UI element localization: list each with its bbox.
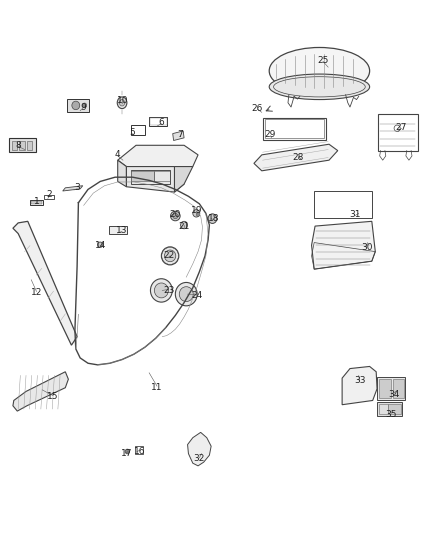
Text: 26: 26 (252, 103, 263, 112)
Bar (389, 403, 401, 414)
Text: 32: 32 (194, 455, 205, 463)
Polygon shape (118, 160, 127, 187)
Bar (131, 170, 170, 183)
Ellipse shape (180, 221, 187, 229)
Polygon shape (127, 166, 184, 192)
Text: 19: 19 (191, 206, 202, 215)
Bar (377, 376, 406, 400)
Bar (30, 200, 42, 205)
Bar (150, 118, 166, 125)
Polygon shape (342, 367, 377, 405)
Polygon shape (187, 432, 211, 466)
Ellipse shape (98, 242, 103, 247)
Text: 35: 35 (386, 410, 397, 419)
Ellipse shape (193, 209, 200, 217)
Text: 1: 1 (34, 197, 39, 206)
Polygon shape (63, 185, 83, 191)
Polygon shape (13, 221, 77, 345)
Polygon shape (118, 146, 198, 166)
Polygon shape (174, 166, 193, 192)
Text: 29: 29 (265, 130, 276, 139)
Ellipse shape (125, 449, 130, 454)
Ellipse shape (179, 287, 193, 302)
Ellipse shape (120, 100, 125, 106)
Bar (31, 201, 42, 204)
Bar (314, 191, 372, 217)
Bar (135, 446, 143, 454)
Ellipse shape (173, 213, 178, 219)
Ellipse shape (269, 47, 370, 94)
Ellipse shape (164, 250, 176, 262)
Bar (44, 195, 54, 199)
Text: 22: 22 (163, 252, 174, 260)
Text: 21: 21 (178, 222, 190, 231)
Bar (27, 141, 32, 150)
Bar (263, 118, 326, 140)
Polygon shape (311, 221, 375, 269)
Bar (10, 138, 35, 152)
Ellipse shape (269, 74, 370, 100)
Bar (378, 115, 418, 151)
Text: 15: 15 (47, 392, 59, 401)
Text: 4: 4 (115, 150, 120, 159)
Bar (379, 378, 391, 398)
Bar (393, 378, 404, 398)
Bar (131, 171, 153, 181)
Polygon shape (254, 144, 338, 171)
Text: 12: 12 (31, 287, 42, 296)
Bar (377, 401, 403, 416)
Polygon shape (173, 131, 184, 141)
Text: 34: 34 (388, 390, 399, 399)
Text: 6: 6 (159, 118, 164, 127)
Text: 20: 20 (170, 210, 181, 219)
Bar (265, 119, 324, 139)
Bar (12, 141, 17, 150)
Text: 5: 5 (130, 128, 135, 137)
Bar (67, 99, 89, 112)
Text: 30: 30 (361, 244, 372, 253)
Text: 23: 23 (163, 286, 174, 295)
Ellipse shape (72, 101, 80, 110)
Ellipse shape (117, 97, 127, 109)
Text: 31: 31 (350, 210, 361, 219)
Bar (379, 403, 388, 414)
Text: 17: 17 (121, 449, 132, 458)
Bar (154, 171, 170, 181)
Text: 2: 2 (47, 190, 53, 199)
Ellipse shape (196, 212, 200, 216)
Ellipse shape (82, 103, 87, 108)
Text: 16: 16 (134, 447, 145, 456)
Text: 27: 27 (396, 123, 407, 132)
Text: 3: 3 (74, 183, 80, 192)
Text: 10: 10 (117, 96, 129, 105)
Ellipse shape (161, 247, 179, 265)
Text: 9: 9 (80, 102, 86, 111)
Ellipse shape (170, 211, 180, 221)
Text: 7: 7 (177, 130, 183, 139)
Ellipse shape (154, 283, 168, 298)
Text: 14: 14 (95, 241, 106, 250)
Bar (149, 117, 167, 126)
Text: 24: 24 (191, 291, 203, 300)
Bar (109, 225, 127, 233)
Text: 13: 13 (117, 226, 128, 235)
Ellipse shape (175, 282, 197, 306)
Ellipse shape (208, 214, 217, 223)
Bar (131, 125, 145, 135)
Text: 11: 11 (151, 383, 163, 392)
Text: 33: 33 (354, 376, 365, 385)
Bar (19, 141, 25, 150)
Text: 18: 18 (208, 214, 219, 223)
Polygon shape (13, 372, 68, 411)
Ellipse shape (150, 279, 172, 302)
Text: 8: 8 (15, 141, 21, 150)
Text: 25: 25 (317, 56, 328, 64)
Text: 28: 28 (293, 153, 304, 162)
